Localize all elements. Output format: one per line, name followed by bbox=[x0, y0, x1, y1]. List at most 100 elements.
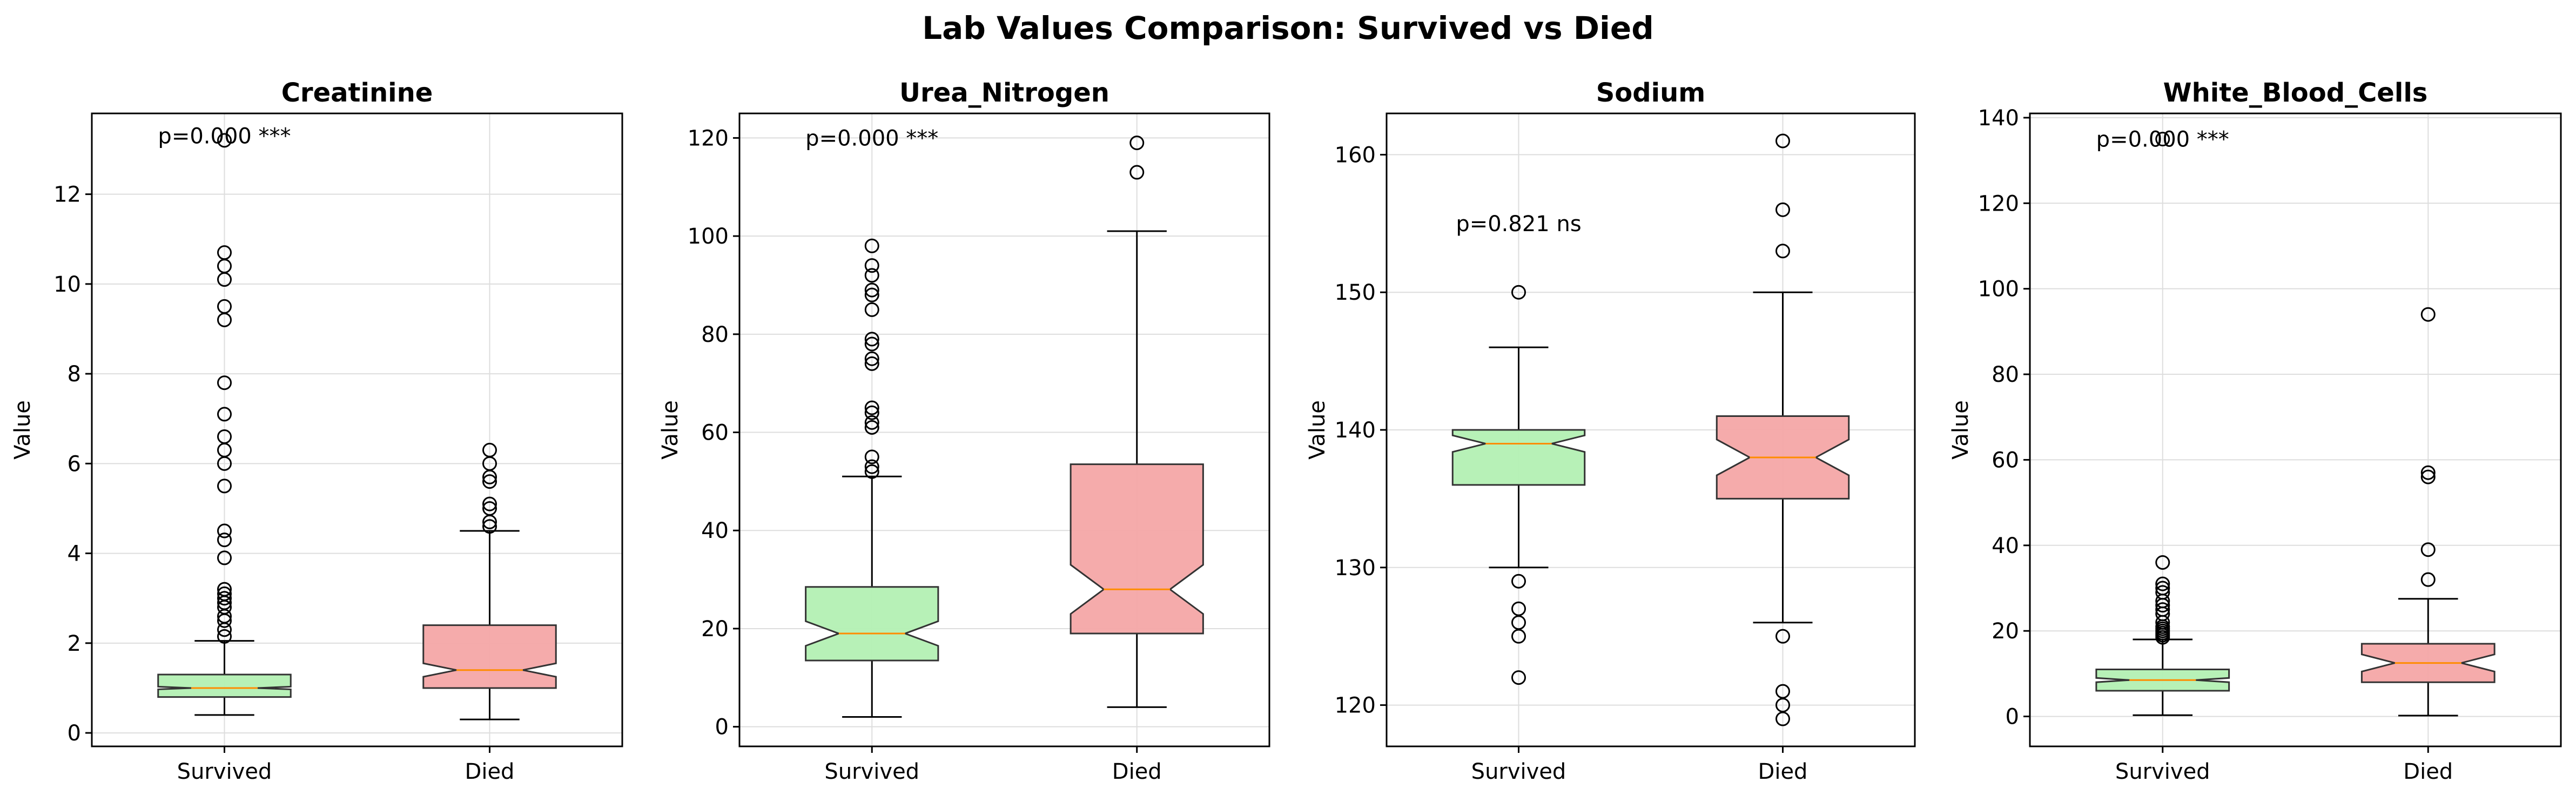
p-value-annotation: p=0.000 *** bbox=[158, 124, 291, 149]
outlier-point bbox=[217, 272, 232, 287]
y-tick-label: 40 bbox=[1992, 534, 2019, 558]
y-tick-label: 120 bbox=[688, 126, 729, 151]
y-tick-label: 80 bbox=[701, 322, 729, 347]
x-tick-label: Died bbox=[2403, 759, 2453, 784]
outlier-point bbox=[217, 312, 232, 327]
y-tick-label: 12 bbox=[53, 183, 81, 207]
y-tick-label: 8 bbox=[68, 362, 81, 387]
box-died bbox=[1070, 136, 1204, 708]
y-axis-label: Value bbox=[1305, 400, 1330, 460]
outlier-point bbox=[864, 302, 879, 317]
y-tick-label: 0 bbox=[68, 721, 81, 746]
y-tick-label: 40 bbox=[701, 518, 729, 543]
y-tick-label: 0 bbox=[2006, 705, 2019, 730]
y-tick-label: 6 bbox=[68, 451, 81, 476]
outlier-point bbox=[1775, 244, 1790, 259]
outlier-point bbox=[864, 258, 879, 273]
outlier-point bbox=[1511, 285, 1526, 300]
outlier-point bbox=[1511, 670, 1526, 685]
y-tick-label: 60 bbox=[1992, 448, 2019, 473]
outlier-point bbox=[864, 459, 879, 474]
outlier-point bbox=[1775, 202, 1790, 217]
p-value-annotation: p=0.000 *** bbox=[2096, 127, 2229, 152]
outlier-point bbox=[864, 238, 879, 253]
y-tick-label: 80 bbox=[1992, 362, 2019, 387]
y-tick-label: 100 bbox=[688, 224, 729, 249]
outlier-point bbox=[864, 415, 879, 430]
subplot-title: White_Blood_Cells bbox=[2163, 78, 2428, 108]
y-tick-label: 100 bbox=[1978, 277, 2019, 302]
y-tick-label: 20 bbox=[701, 617, 729, 642]
box-body bbox=[157, 673, 292, 698]
outlier-point bbox=[217, 407, 232, 422]
box-survived bbox=[2095, 132, 2230, 716]
outlier-point bbox=[217, 133, 232, 148]
outlier-point bbox=[2420, 307, 2436, 322]
x-tick-label: Died bbox=[465, 759, 515, 784]
outlier-point bbox=[217, 523, 232, 538]
y-tick-label: 120 bbox=[1335, 693, 1376, 718]
outlier-point bbox=[1129, 136, 1145, 151]
outlier-point bbox=[217, 533, 232, 548]
y-tick-label: 130 bbox=[1335, 556, 1376, 581]
outlier-point bbox=[864, 405, 879, 420]
box-survived bbox=[157, 133, 292, 716]
outlier-point bbox=[864, 336, 879, 352]
outlier-point bbox=[482, 469, 497, 484]
outlier-point bbox=[2420, 465, 2436, 480]
outlier-point bbox=[2155, 132, 2170, 147]
outlier-point bbox=[2420, 572, 2436, 587]
outlier-point bbox=[864, 449, 879, 464]
outlier-point bbox=[482, 474, 497, 489]
x-tick-label: Survived bbox=[2115, 759, 2210, 784]
x-tick-label: Died bbox=[1758, 759, 1808, 784]
outlier-point bbox=[217, 591, 232, 606]
outlier-point bbox=[864, 287, 879, 302]
outlier-point bbox=[2155, 576, 2170, 591]
outlier-point bbox=[217, 550, 232, 565]
y-tick-label: 10 bbox=[53, 272, 81, 297]
box-body bbox=[1070, 463, 1204, 635]
box-survived bbox=[805, 238, 939, 718]
outlier-point bbox=[1129, 165, 1145, 180]
outlier-point bbox=[1775, 133, 1790, 149]
outlier-point bbox=[2420, 469, 2436, 484]
outlier-point bbox=[217, 375, 232, 390]
outlier-point bbox=[482, 514, 497, 529]
outlier-point bbox=[1775, 711, 1790, 726]
outlier-point bbox=[482, 496, 497, 511]
outlier-point bbox=[864, 268, 879, 283]
outlier-point bbox=[2420, 542, 2436, 557]
y-tick-label: 4 bbox=[68, 542, 81, 567]
y-tick-label: 150 bbox=[1335, 280, 1376, 305]
y-tick-label: 140 bbox=[1978, 106, 2019, 131]
x-tick-label: Survived bbox=[177, 759, 272, 784]
panel-sodium: 120 130 140 150 160 Survived Died Sodium Value p=… bbox=[1305, 78, 1916, 784]
y-axis-label: Value bbox=[658, 400, 683, 460]
outlier-point bbox=[864, 332, 879, 347]
y-axis-label: Value bbox=[1948, 400, 1973, 460]
x-tick-label: Survived bbox=[824, 759, 919, 784]
panel-creatinine: 0 2 4 6 8 10 12 Survived Died Creatinine Value p=0.… bbox=[10, 78, 623, 784]
box-body bbox=[422, 624, 557, 689]
outlier-point bbox=[1775, 629, 1790, 644]
p-value-annotation: p=0.000 *** bbox=[805, 126, 938, 151]
box-body bbox=[805, 586, 939, 662]
x-tick-label: Survived bbox=[1471, 759, 1566, 784]
box-died bbox=[422, 442, 557, 720]
axes-frame bbox=[91, 112, 623, 747]
y-tick-label: 160 bbox=[1335, 143, 1376, 167]
subplot-title: Urea_Nitrogen bbox=[899, 78, 1109, 108]
outlier-point bbox=[864, 400, 879, 415]
outlier-point bbox=[482, 519, 497, 534]
y-tick-label: 20 bbox=[1992, 619, 2019, 644]
outlier-point bbox=[1511, 574, 1526, 589]
outlier-point bbox=[217, 629, 232, 644]
subplot-title: Sodium bbox=[1596, 78, 1706, 108]
panel-urea-nitrogen: 0 20 40 60 80 100 120 Survived Died Urea_Nitrogen… bbox=[658, 78, 1270, 784]
outlier-point bbox=[864, 420, 879, 435]
y-tick-label: 0 bbox=[715, 715, 729, 740]
outlier-point bbox=[1511, 629, 1526, 644]
